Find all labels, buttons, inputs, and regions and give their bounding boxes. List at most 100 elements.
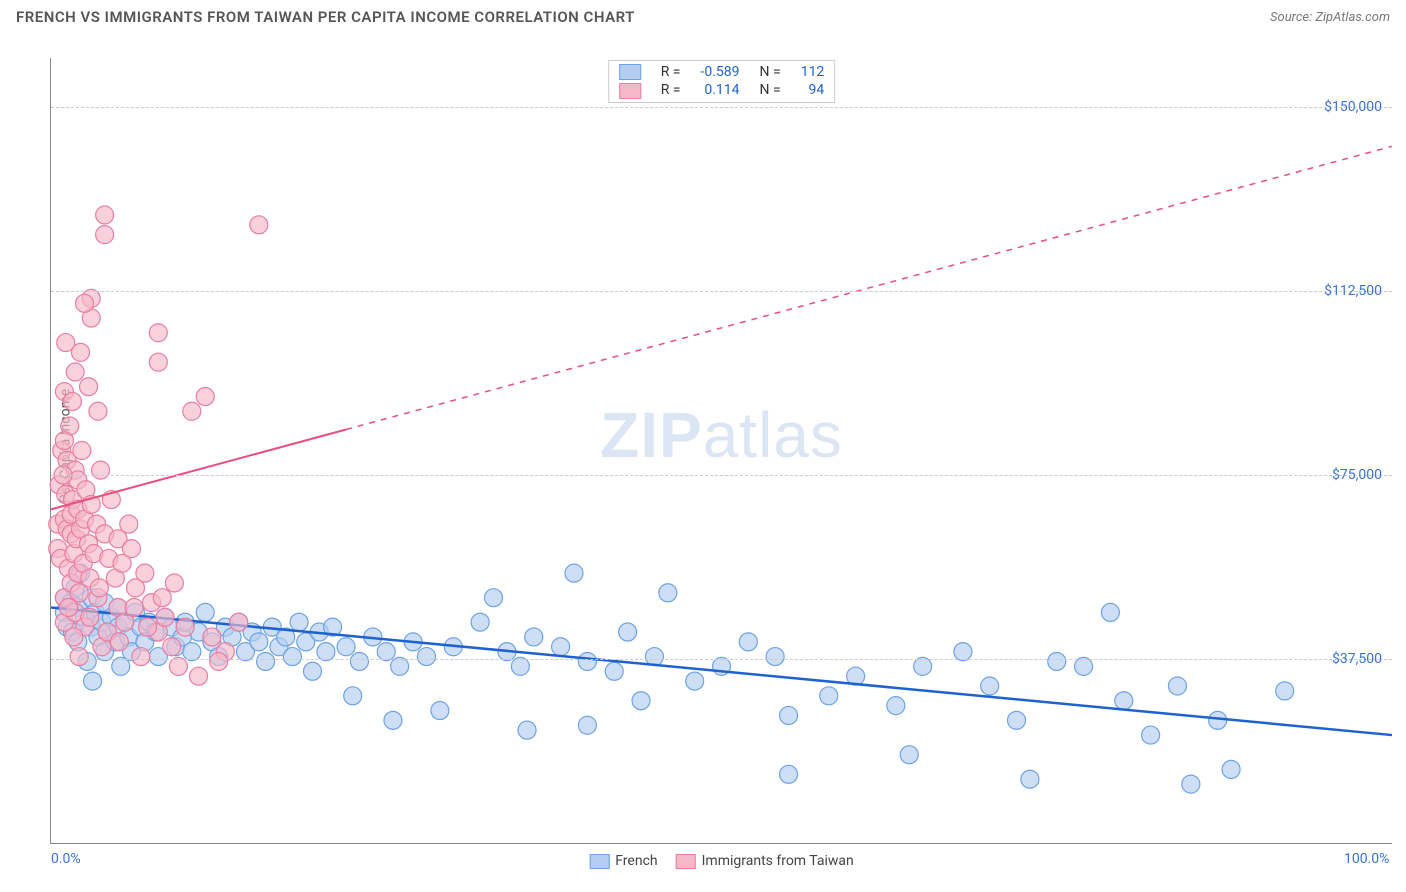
data-point-french [900, 746, 918, 764]
data-point-taiwan [120, 515, 138, 533]
gridline [51, 659, 1392, 660]
n-value-french: 112 [791, 63, 835, 81]
data-point-french [887, 697, 905, 715]
data-point-french [431, 702, 449, 720]
data-point-taiwan [57, 334, 75, 352]
data-point-french [914, 657, 932, 675]
correlation-row-french: R = -0.589 N = 112 [609, 63, 835, 81]
data-point-taiwan [203, 628, 221, 646]
gridline [51, 291, 1392, 292]
swatch-taiwan [619, 83, 641, 99]
swatch-french-bottom [589, 854, 609, 869]
r-label: R = [651, 81, 691, 99]
x-tick-label: 100.0% [1344, 851, 1389, 867]
data-point-french [1008, 711, 1026, 729]
data-point-french [780, 765, 798, 783]
data-point-french [84, 672, 102, 690]
data-point-french [317, 643, 335, 661]
data-point-french [196, 603, 214, 621]
data-point-french [471, 613, 489, 631]
data-point-taiwan [139, 618, 157, 636]
y-tick-label: $150,000 [1324, 99, 1382, 115]
data-point-french [183, 643, 201, 661]
data-point-taiwan [80, 378, 98, 396]
swatch-taiwan-bottom [676, 854, 696, 869]
correlation-table: R = -0.589 N = 112 R = 0.114 N = 94 [609, 63, 835, 100]
data-point-french [377, 643, 395, 661]
n-label: N = [750, 81, 791, 99]
data-point-taiwan [73, 442, 91, 460]
data-point-taiwan [210, 652, 228, 670]
n-value-taiwan: 94 [791, 81, 835, 99]
data-point-taiwan [90, 579, 108, 597]
data-point-french [303, 662, 321, 680]
data-point-french [686, 672, 704, 690]
data-point-taiwan [136, 564, 154, 582]
data-point-taiwan [196, 388, 214, 406]
data-point-taiwan [183, 402, 201, 420]
series-legend: French Immigrants from Taiwan [589, 853, 854, 869]
data-point-french [417, 648, 435, 666]
data-point-taiwan [96, 226, 114, 244]
gridline [51, 475, 1392, 476]
data-point-french [1222, 760, 1240, 778]
data-point-french [1276, 682, 1294, 700]
data-point-french [632, 692, 650, 710]
r-value-french: -0.589 [690, 63, 749, 81]
trend-line-taiwan-extrapolated [346, 146, 1392, 429]
data-point-taiwan [125, 599, 143, 617]
data-point-taiwan [81, 608, 99, 626]
data-point-taiwan [250, 216, 268, 234]
data-point-french [250, 633, 268, 651]
data-point-french [739, 633, 757, 651]
data-point-french [552, 638, 570, 656]
data-point-french [384, 711, 402, 729]
data-point-french [485, 589, 503, 607]
data-point-taiwan [59, 599, 77, 617]
data-point-french [1101, 603, 1119, 621]
data-point-taiwan [149, 324, 167, 342]
data-point-taiwan [89, 402, 107, 420]
data-point-french [645, 648, 663, 666]
y-tick-label: $112,500 [1324, 283, 1382, 299]
data-point-taiwan [176, 618, 194, 636]
data-point-french [1142, 726, 1160, 744]
data-point-french [350, 652, 368, 670]
gridline [51, 107, 1392, 108]
data-point-taiwan [149, 353, 167, 371]
data-point-french [1168, 677, 1186, 695]
data-point-french [1021, 770, 1039, 788]
data-point-french [578, 652, 596, 670]
data-point-taiwan [163, 638, 181, 656]
swatch-french [619, 64, 641, 80]
data-point-taiwan [55, 432, 73, 450]
correlation-legend: R = -0.589 N = 112 R = 0.114 N = 94 [608, 60, 836, 103]
data-point-french [780, 706, 798, 724]
data-point-taiwan [92, 461, 110, 479]
source-prefix: Source: [1270, 10, 1315, 25]
data-point-french [337, 638, 355, 656]
legend-item-french: French [589, 853, 657, 869]
data-point-french [344, 687, 362, 705]
x-tick-label: 0.0% [51, 851, 81, 867]
data-point-taiwan [110, 633, 128, 651]
plot-area: ZIPatlas R = -0.589 N = 112 R = 0.114 N … [50, 58, 1392, 844]
data-point-french [981, 677, 999, 695]
data-point-french [1075, 657, 1093, 675]
source-link[interactable]: ZipAtlas.com [1315, 10, 1390, 25]
source-attribution: Source: ZipAtlas.com [1270, 10, 1390, 25]
data-point-french [518, 721, 536, 739]
data-point-french [605, 662, 623, 680]
data-point-french [1048, 652, 1066, 670]
data-point-taiwan [230, 613, 248, 631]
data-point-french [257, 652, 275, 670]
data-point-french [283, 648, 301, 666]
data-point-taiwan [66, 363, 84, 381]
correlation-row-taiwan: R = 0.114 N = 94 [609, 81, 835, 99]
r-value-taiwan: 0.114 [690, 81, 749, 99]
data-point-taiwan [63, 392, 81, 410]
data-point-taiwan [156, 608, 174, 626]
data-point-french [1209, 711, 1227, 729]
data-point-french [525, 628, 543, 646]
data-point-french [391, 657, 409, 675]
